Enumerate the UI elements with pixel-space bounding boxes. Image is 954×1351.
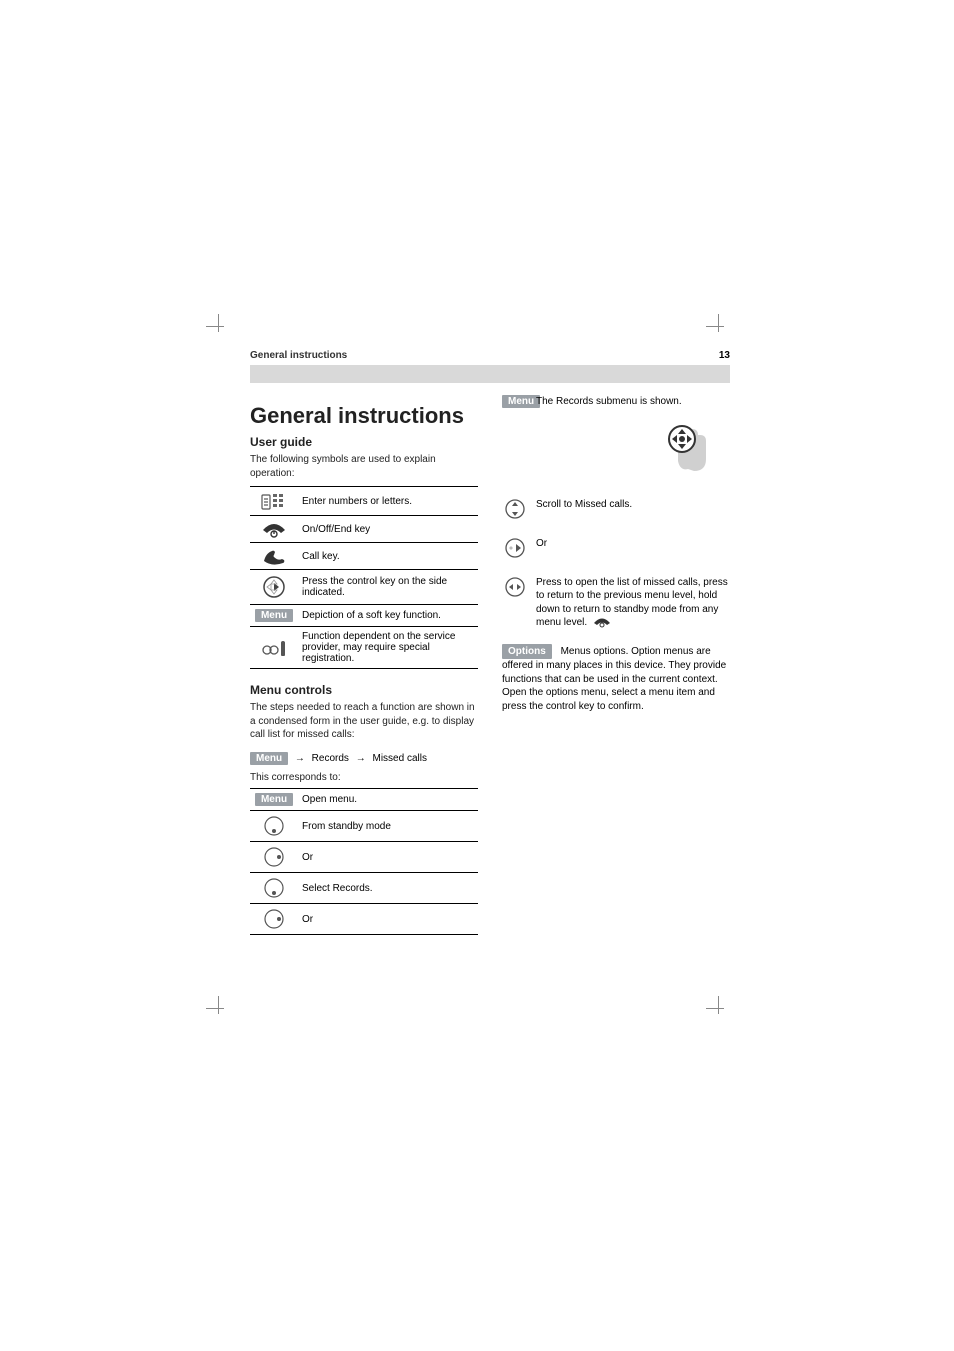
table-row: Enter numbers or letters.	[250, 487, 478, 516]
nav-right-icon	[250, 842, 298, 873]
nav-down-icon	[250, 811, 298, 842]
symbol-desc: On/Off/End key	[298, 516, 478, 543]
symbols-table: Enter numbers or letters. On/Off/End key…	[250, 486, 478, 669]
step-text: Press to open the list of missed calls, …	[536, 576, 730, 630]
subsection-title: User guide	[250, 435, 478, 449]
table-row: Function dependent on the service provid…	[250, 627, 478, 669]
running-title: General instructions	[250, 350, 347, 361]
page-number: 13	[719, 350, 730, 361]
right-column: Menu The Records submenu is shown.	[502, 391, 730, 935]
header-bar	[250, 365, 730, 383]
step-text: Scroll to Missed calls.	[536, 498, 730, 512]
step-text-part: Press to open the list of missed calls, …	[536, 577, 728, 629]
crop-mark	[706, 314, 732, 340]
nav-leftright-icon	[502, 576, 528, 601]
nav-sequence: Menu → Records → Missed calls	[250, 752, 478, 765]
two-column-layout: General instructions User guide The foll…	[250, 391, 730, 935]
options-label: Options	[502, 644, 552, 660]
table-row: Press the control key on the side indica…	[250, 570, 478, 605]
nav-step: Records	[312, 753, 349, 764]
section-title: General instructions	[250, 403, 478, 429]
control-symbols-table: Menu Open menu. From standby mode Or	[250, 788, 478, 935]
step: Menu The Records submenu is shown.	[502, 395, 730, 409]
hand-navkey-illustration	[660, 419, 720, 480]
step-text: The Records submenu is shown.	[536, 395, 730, 409]
table-row: Call key.	[250, 543, 478, 570]
nav-updown-icon	[502, 498, 528, 523]
end-key-icon	[592, 616, 612, 628]
menu-label: Menu	[250, 752, 288, 765]
symbol-desc: Enter numbers or letters.	[298, 487, 478, 516]
step: Press to open the list of missed calls, …	[502, 576, 730, 630]
step-list: Menu The Records submenu is shown.	[502, 395, 730, 630]
nav-down-icon	[250, 873, 298, 904]
table-row: Select Records.	[250, 873, 478, 904]
menu-softkey-icon: Menu	[502, 395, 528, 408]
page-header: General instructions 13	[250, 350, 730, 365]
menu-controls-title: Menu controls	[250, 683, 478, 697]
symbol-desc: Call key.	[298, 543, 478, 570]
control-desc: Select Records.	[298, 873, 478, 904]
table-row: On/Off/End key	[250, 516, 478, 543]
control-desc: Or	[298, 904, 478, 935]
table-row: Menu Depiction of a soft key function.	[250, 605, 478, 627]
menu-label: Menu	[502, 395, 540, 408]
menu-label: Menu	[255, 609, 293, 622]
menu-label: Menu	[255, 793, 293, 806]
page-content: General instructions 13 General instruct…	[250, 350, 730, 935]
table-row: Or	[250, 904, 478, 935]
control-desc: Open menu.	[298, 789, 478, 811]
table-row: Menu Open menu.	[250, 789, 478, 811]
options-note: Options Menus options. Option menus are …	[502, 644, 730, 714]
step: Or	[502, 537, 730, 562]
arrow-icon: →	[291, 753, 309, 764]
arrow-icon: →	[352, 753, 370, 764]
menu-softkey-icon: Menu	[250, 789, 298, 811]
symbol-desc: Press the control key on the side indica…	[298, 570, 478, 605]
crop-mark	[206, 996, 232, 1022]
crop-mark	[206, 314, 232, 340]
nav-step: Missed calls	[372, 753, 426, 764]
table-row: Or	[250, 842, 478, 873]
crop-mark	[706, 996, 732, 1022]
keypad-icon	[250, 487, 298, 516]
end-key-icon	[250, 516, 298, 543]
step-text: Or	[536, 537, 730, 551]
intro-text: The following symbols are used to explai…	[250, 453, 478, 480]
provider-icon	[250, 627, 298, 669]
menu-steps-intro: The steps needed to reach a function are…	[250, 701, 478, 742]
control-desc: Or	[298, 842, 478, 873]
nav-right-icon	[502, 537, 528, 562]
symbol-desc: Function dependent on the service provid…	[298, 627, 478, 669]
left-column: General instructions User guide The foll…	[250, 391, 478, 935]
corresponds-text: This corresponds to:	[250, 771, 478, 785]
nav-right-icon	[250, 570, 298, 605]
step: Scroll to Missed calls.	[502, 498, 730, 523]
control-desc: From standby mode	[298, 811, 478, 842]
symbol-desc: Depiction of a soft key function.	[298, 605, 478, 627]
call-key-icon	[250, 543, 298, 570]
table-row: From standby mode	[250, 811, 478, 842]
menu-softkey-icon: Menu	[250, 605, 298, 627]
nav-right-icon	[250, 904, 298, 935]
